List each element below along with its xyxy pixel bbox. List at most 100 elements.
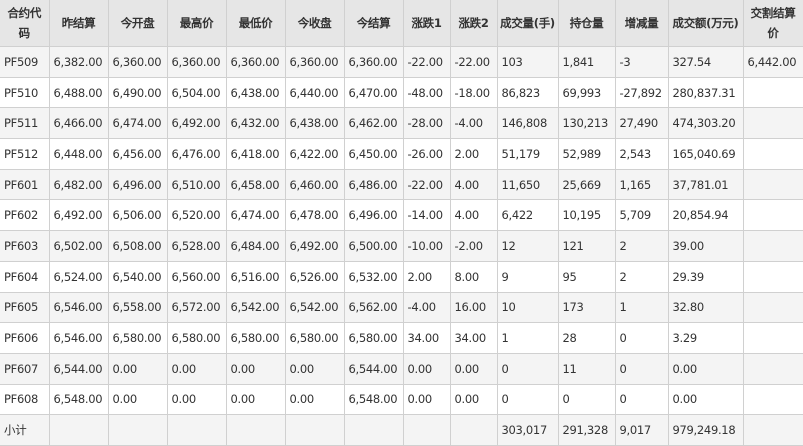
column-header: 持仓量 bbox=[557, 0, 616, 47]
table-cell: 6,476.00 bbox=[166, 138, 227, 170]
table-row: PF606 6,546.00 6,580.00 6,580.00 6,580.00 6,5… bbox=[0, 322, 803, 354]
table-row: PF607 6,544.00 0.00 0.00 0.00 0.00 6,544.00 0.0… bbox=[0, 352, 803, 385]
table-cell: PF606 bbox=[0, 322, 50, 354]
table-cell: 6,492.00 bbox=[48, 199, 109, 232]
table-cell bbox=[742, 230, 803, 262]
table-cell: 6,558.00 bbox=[107, 291, 168, 324]
table-cell: 6,492.00 bbox=[284, 230, 345, 262]
table-cell: 95 bbox=[557, 260, 616, 293]
table-cell: -3 bbox=[614, 46, 669, 78]
table-cell: 2 bbox=[614, 230, 669, 262]
table-cell: PF601 bbox=[0, 168, 50, 201]
table-cell: -2.00 bbox=[449, 230, 498, 262]
table-cell: PF605 bbox=[0, 291, 50, 324]
table-cell: 6,500.00 bbox=[343, 230, 404, 262]
table-cell: 0.00 bbox=[166, 352, 227, 385]
table-row: PF510 6,488.00 6,490.00 6,504.00 6,438.00 6,4… bbox=[0, 76, 803, 109]
table-cell: 6,462.00 bbox=[343, 107, 404, 140]
subtotal-cell bbox=[166, 414, 227, 446]
subtotal-cell: 小计 bbox=[0, 414, 50, 446]
table-cell: -4.00 bbox=[402, 291, 451, 324]
column-header: 合约代码 bbox=[0, 0, 50, 47]
table-cell: 6,496.00 bbox=[107, 168, 168, 201]
table-cell: 20,854.94 bbox=[667, 199, 744, 232]
table-cell: 0.00 bbox=[667, 383, 744, 416]
subtotal-cell bbox=[225, 414, 286, 446]
table-cell: -4.00 bbox=[449, 107, 498, 140]
table-cell: 28 bbox=[557, 322, 616, 354]
column-header: 今开盘 bbox=[107, 0, 168, 47]
table-cell: -48.00 bbox=[402, 76, 451, 109]
table-cell: 1 bbox=[614, 291, 669, 324]
table-cell: 0.00 bbox=[225, 383, 286, 416]
column-header: 最低价 bbox=[225, 0, 286, 47]
table-cell: 6,572.00 bbox=[166, 291, 227, 324]
table-cell: 6,496.00 bbox=[343, 199, 404, 232]
table-header-row: 合约代码 昨结算 今开盘 最高价 最低价 今收盘 今结算 涨跌1 涨跌2 成交量(手) 持仓量 增减量… bbox=[0, 0, 803, 47]
table-row: PF511 6,466.00 6,474.00 6,492.00 6,432.00 6,4… bbox=[0, 107, 803, 140]
table-cell: -22.00 bbox=[402, 46, 451, 78]
table-cell: 121 bbox=[557, 230, 616, 262]
table-cell: PF512 bbox=[0, 138, 50, 170]
table-cell: PF603 bbox=[0, 230, 50, 262]
table-cell: 6,360.00 bbox=[107, 46, 168, 78]
table-cell: 6,490.00 bbox=[107, 76, 168, 109]
table-cell: 6,438.00 bbox=[225, 76, 286, 109]
table-cell: -28.00 bbox=[402, 107, 451, 140]
table-cell: 1,165 bbox=[614, 168, 669, 201]
table-cell bbox=[742, 322, 803, 354]
table-cell: 6,520.00 bbox=[166, 199, 227, 232]
table-cell: 1,841 bbox=[557, 46, 616, 78]
table-cell: -14.00 bbox=[402, 199, 451, 232]
table-cell: 0 bbox=[614, 383, 669, 416]
table-cell: 27,490 bbox=[614, 107, 669, 140]
table-cell: 6,442.00 bbox=[742, 46, 803, 78]
table-cell: 6,580.00 bbox=[343, 322, 404, 354]
table-cell: 51,179 bbox=[496, 138, 559, 170]
column-header: 最高价 bbox=[166, 0, 227, 47]
table-cell: 6,542.00 bbox=[284, 291, 345, 324]
table-cell: 0.00 bbox=[284, 352, 345, 385]
table-cell: 6,532.00 bbox=[343, 260, 404, 293]
table-cell: 0.00 bbox=[402, 352, 451, 385]
table-cell: 16.00 bbox=[449, 291, 498, 324]
table-cell: 11,650 bbox=[496, 168, 559, 201]
table-cell: PF511 bbox=[0, 107, 50, 140]
table-cell: 0.00 bbox=[225, 352, 286, 385]
table-cell: 6,466.00 bbox=[48, 107, 109, 140]
table-cell: 130,213 bbox=[557, 107, 616, 140]
table-cell: 0.00 bbox=[449, 383, 498, 416]
subtotal-cell bbox=[742, 414, 803, 446]
table-cell: 6,474.00 bbox=[107, 107, 168, 140]
table-cell: 6,484.00 bbox=[225, 230, 286, 262]
table-row: PF601 6,482.00 6,496.00 6,510.00 6,458.00 6,4… bbox=[0, 168, 803, 201]
table-cell: 1 bbox=[496, 322, 559, 354]
column-header: 今收盘 bbox=[284, 0, 345, 47]
table-cell: 6,580.00 bbox=[107, 322, 168, 354]
table-cell: 69,993 bbox=[557, 76, 616, 109]
table-cell bbox=[742, 260, 803, 293]
table-cell: 6,422.00 bbox=[284, 138, 345, 170]
table-cell: 34.00 bbox=[402, 322, 451, 354]
table-cell: 2 bbox=[614, 260, 669, 293]
table-cell: 6,360.00 bbox=[343, 46, 404, 78]
table-cell: PF604 bbox=[0, 260, 50, 293]
subtotal-cell bbox=[402, 414, 451, 446]
table-cell: 6,432.00 bbox=[225, 107, 286, 140]
table-cell bbox=[742, 107, 803, 140]
table-cell: 6,382.00 bbox=[48, 46, 109, 78]
table-cell: 0 bbox=[614, 352, 669, 385]
table-cell bbox=[742, 168, 803, 201]
table-cell: 6,562.00 bbox=[343, 291, 404, 324]
table-cell: 4.00 bbox=[449, 199, 498, 232]
table-cell: PF608 bbox=[0, 383, 50, 416]
table-cell: 0.00 bbox=[284, 383, 345, 416]
table-row: PF604 6,524.00 6,540.00 6,560.00 6,516.00 6,5… bbox=[0, 260, 803, 293]
table-cell: 6,580.00 bbox=[225, 322, 286, 354]
table-cell: 6,546.00 bbox=[48, 291, 109, 324]
subtotal-cell bbox=[449, 414, 498, 446]
column-header: 昨结算 bbox=[48, 0, 109, 47]
table-cell: 12 bbox=[496, 230, 559, 262]
subtotal-cell bbox=[343, 414, 404, 446]
table-cell: 5,709 bbox=[614, 199, 669, 232]
